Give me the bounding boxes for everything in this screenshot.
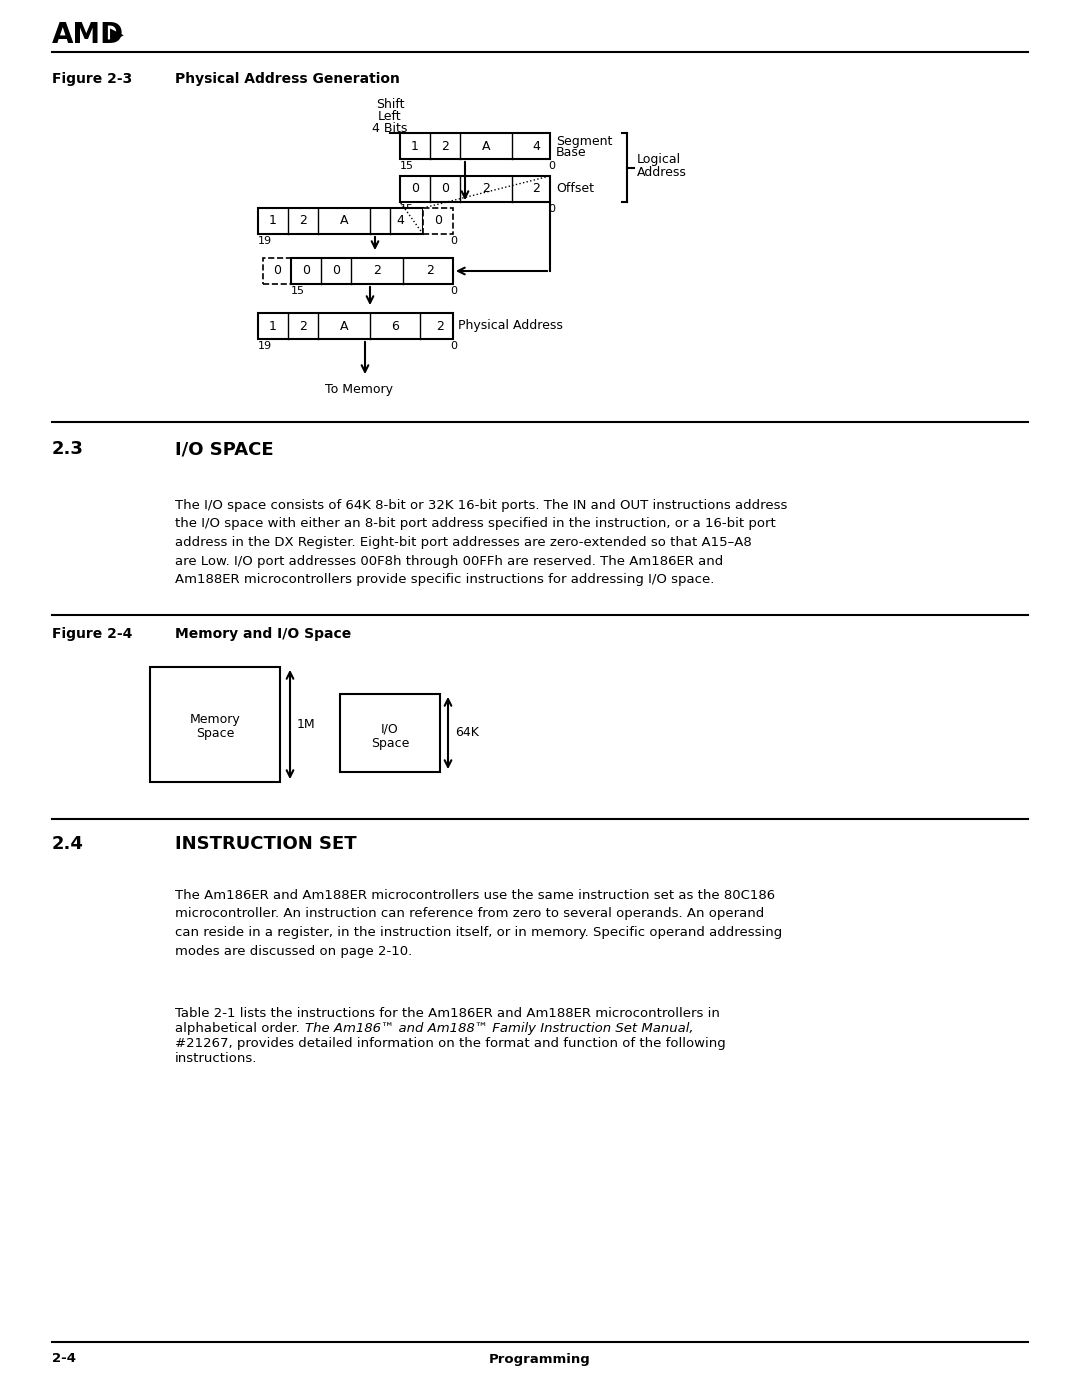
Text: 2: 2: [441, 140, 449, 152]
Bar: [340, 694, 440, 773]
Bar: [423, 208, 453, 235]
Text: 15: 15: [400, 161, 414, 170]
Text: 0: 0: [450, 236, 457, 246]
Text: 2-4: 2-4: [52, 1352, 76, 1365]
Text: #21267, provides detailed information on the format and function of the followin: #21267, provides detailed information on…: [175, 1037, 726, 1051]
Text: 0: 0: [273, 264, 281, 278]
Text: 0: 0: [332, 264, 340, 278]
Text: alphabetical order.: alphabetical order.: [175, 1023, 303, 1035]
Text: 1: 1: [269, 320, 276, 332]
Bar: [264, 258, 291, 284]
Text: Programming: Programming: [489, 1352, 591, 1365]
Text: I/O SPACE: I/O SPACE: [175, 440, 273, 458]
Text: Address: Address: [637, 166, 687, 179]
Text: Segment: Segment: [556, 134, 612, 148]
Bar: [400, 176, 550, 203]
Text: Offset: Offset: [556, 183, 594, 196]
Text: 2: 2: [427, 264, 434, 278]
Text: 4: 4: [532, 140, 540, 152]
Text: The Am186ER and Am188ER microcontrollers use the same instruction set as the 80C: The Am186ER and Am188ER microcontrollers…: [175, 888, 782, 957]
Text: Figure 2-3: Figure 2-3: [52, 73, 132, 87]
Text: 2: 2: [436, 320, 444, 332]
Text: 4 Bits: 4 Bits: [373, 123, 407, 136]
Text: 1M: 1M: [297, 718, 315, 731]
Text: A: A: [482, 140, 490, 152]
Text: A: A: [340, 320, 348, 332]
Text: 15: 15: [291, 286, 305, 296]
Text: INSTRUCTION SET: INSTRUCTION SET: [175, 835, 356, 854]
Text: Memory: Memory: [190, 714, 241, 726]
Text: ▶: ▶: [110, 27, 124, 43]
Text: Space: Space: [195, 728, 234, 740]
Bar: [150, 666, 280, 782]
Text: instructions.: instructions.: [175, 1052, 257, 1065]
Text: Physical Address Generation: Physical Address Generation: [175, 73, 400, 87]
Text: 1: 1: [269, 215, 276, 228]
Text: 0: 0: [548, 204, 555, 214]
Text: 1: 1: [411, 140, 419, 152]
Text: Memory and I/O Space: Memory and I/O Space: [175, 627, 351, 641]
Text: Physical Address: Physical Address: [458, 320, 563, 332]
Text: Shift: Shift: [376, 99, 404, 112]
Text: 2: 2: [482, 183, 490, 196]
Text: 2.3: 2.3: [52, 440, 84, 458]
Text: 2: 2: [299, 320, 307, 332]
Text: 2: 2: [299, 215, 307, 228]
Text: Logical: Logical: [637, 154, 681, 166]
Bar: [258, 208, 423, 235]
Text: The I/O space consists of 64K 8-bit or 32K 16-bit ports. The IN and OUT instruct: The I/O space consists of 64K 8-bit or 3…: [175, 499, 787, 585]
Text: A: A: [340, 215, 348, 228]
Text: 19: 19: [258, 236, 272, 246]
Text: 15: 15: [400, 204, 414, 214]
Text: 4: 4: [396, 215, 404, 228]
Bar: [400, 133, 550, 159]
Text: 0: 0: [434, 215, 442, 228]
Text: 2: 2: [532, 183, 540, 196]
Text: I/O: I/O: [381, 722, 399, 735]
Text: 0: 0: [302, 264, 310, 278]
Text: 0: 0: [548, 161, 555, 170]
Text: 0: 0: [411, 183, 419, 196]
Text: 0: 0: [450, 286, 457, 296]
Text: Base: Base: [556, 145, 586, 158]
Text: 19: 19: [258, 341, 272, 351]
Text: AMD: AMD: [52, 21, 124, 49]
Text: Left: Left: [378, 110, 402, 123]
Text: Table 2-1 lists the instructions for the Am186ER and Am188ER microcontrollers in: Table 2-1 lists the instructions for the…: [175, 1007, 720, 1020]
Text: 0: 0: [450, 341, 457, 351]
Text: 2: 2: [373, 264, 381, 278]
Text: To Memory: To Memory: [325, 383, 393, 395]
Text: Figure 2-4: Figure 2-4: [52, 627, 133, 641]
Text: 6: 6: [391, 320, 399, 332]
Bar: [291, 258, 453, 284]
Text: 2.4: 2.4: [52, 835, 84, 854]
Text: The Am186™ and Am188™ Family Instruction Set Manual,: The Am186™ and Am188™ Family Instruction…: [305, 1023, 693, 1035]
Text: 64K: 64K: [455, 726, 478, 739]
Bar: [258, 313, 453, 339]
Text: 0: 0: [441, 183, 449, 196]
Text: Space: Space: [370, 736, 409, 750]
